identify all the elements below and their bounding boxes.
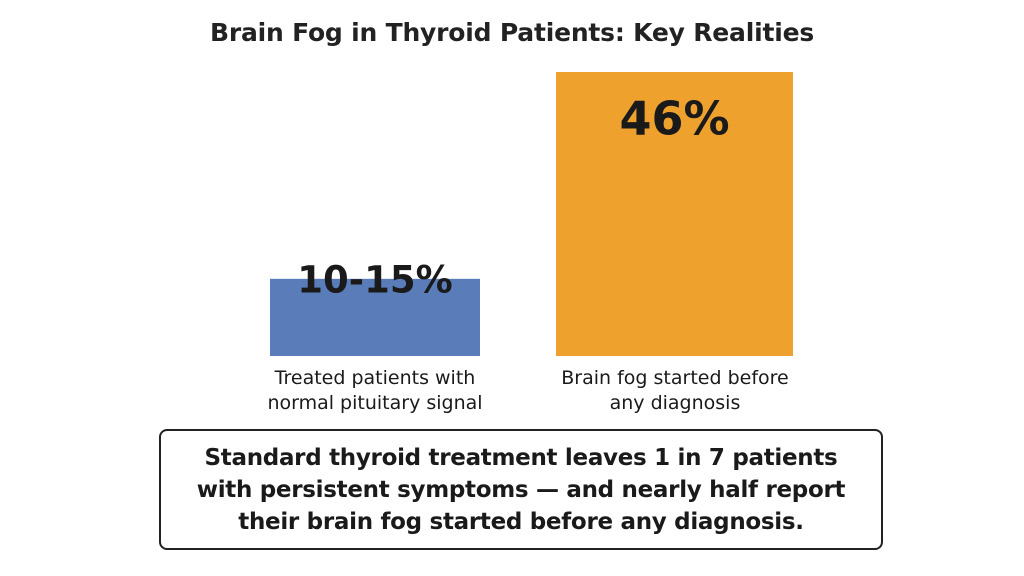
callout-line: Standard thyroid treatment leaves 1 in 7…	[204, 444, 838, 471]
bar-value-label: 46%	[619, 92, 729, 146]
callout-line: with persistent symptoms — and nearly ha…	[196, 476, 846, 503]
summary-callout-box: Standard thyroid treatment leaves 1 in 7…	[159, 429, 883, 550]
bar-treated-patients	[270, 278, 480, 356]
category-label-before-diagnosis: Brain fog started before any diagnosis	[535, 366, 815, 416]
category-label-line: normal pituitary signal	[267, 392, 483, 414]
bar-before-diagnosis	[556, 72, 793, 356]
category-label-line: Brain fog started before	[561, 367, 789, 389]
category-label-line: any diagnosis	[609, 392, 741, 414]
category-label-line: Treated patients with	[274, 367, 476, 389]
callout-line: their brain fog started before any diagn…	[238, 508, 804, 535]
bar-value-label: 10-15%	[297, 259, 452, 302]
chart-title: Brain Fog in Thyroid Patients: Key Reali…	[209, 18, 815, 47]
summary-callout-text: Standard thyroid treatment leaves 1 in 7…	[196, 442, 846, 538]
category-label-treated-patients: Treated patients with normal pituitary s…	[244, 366, 506, 416]
